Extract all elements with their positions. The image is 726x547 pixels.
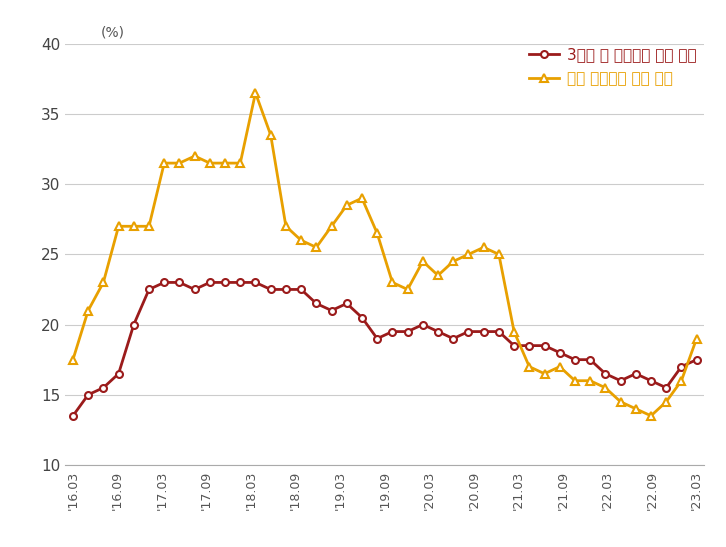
Line: 향후 주택가격 상승 기대: 향후 주택가격 상승 기대	[69, 89, 701, 420]
3개월 내 주택구매 계획 있음	[479, 328, 488, 335]
Legend: 3개월 내 주택구매 계획 있음, 향후 주택가격 상승 기대: 3개월 내 주택구매 계획 있음, 향후 주택가격 상승 기대	[529, 47, 696, 86]
3개월 내 주택구매 계획 있음	[403, 328, 412, 335]
3개월 내 주택구매 계획 있음	[358, 314, 367, 321]
향후 주택가격 상승 기대	[190, 153, 199, 159]
3개월 내 주택구매 계획 있음	[343, 300, 351, 307]
향후 주택가격 상승 기대	[266, 132, 275, 138]
3개월 내 주택구매 계획 있음	[312, 300, 321, 307]
향후 주택가격 상승 기대	[114, 223, 123, 230]
3개월 내 주택구매 계획 있음	[693, 357, 701, 363]
3개월 내 주택구매 계획 있음	[449, 335, 457, 342]
3개월 내 주택구매 계획 있음	[297, 286, 306, 293]
3개월 내 주택구매 계획 있음	[190, 286, 199, 293]
향후 주택가격 상승 기대	[343, 202, 351, 208]
Text: (%): (%)	[100, 26, 124, 39]
3개월 내 주택구매 계획 있음	[221, 279, 229, 286]
3개월 내 주택구매 계획 있음	[68, 412, 77, 419]
3개월 내 주택구매 계획 있음	[601, 370, 610, 377]
향후 주택가격 상승 기대	[418, 258, 427, 265]
향후 주택가격 상승 기대	[586, 377, 595, 384]
3개월 내 주택구매 계획 있음	[555, 350, 564, 356]
향후 주택가격 상승 기대	[433, 272, 442, 278]
향후 주택가격 상승 기대	[510, 328, 518, 335]
향후 주택가격 상승 기대	[68, 357, 77, 363]
향후 주택가격 상승 기대	[129, 223, 138, 230]
향후 주택가격 상승 기대	[525, 363, 534, 370]
향후 주택가격 상승 기대	[388, 279, 396, 286]
향후 주택가격 상승 기대	[144, 223, 153, 230]
3개월 내 주택구매 계획 있음	[540, 342, 549, 349]
향후 주택가격 상승 기대	[601, 385, 610, 391]
3개월 내 주택구매 계획 있음	[677, 363, 686, 370]
3개월 내 주택구매 계획 있음	[494, 328, 503, 335]
3개월 내 주택구매 계획 있음	[205, 279, 214, 286]
3개월 내 주택구매 계획 있음	[99, 385, 107, 391]
향후 주택가격 상승 기대	[236, 160, 245, 166]
3개월 내 주택구매 계획 있음	[160, 279, 168, 286]
향후 주택가격 상승 기대	[677, 377, 686, 384]
향후 주택가격 상승 기대	[373, 230, 382, 236]
Line: 3개월 내 주택구매 계획 있음: 3개월 내 주택구매 계획 있음	[70, 279, 700, 420]
향후 주택가격 상승 기대	[175, 160, 184, 166]
3개월 내 주택구매 계획 있음	[175, 279, 184, 286]
향후 주택가격 상승 기대	[647, 412, 656, 419]
향후 주택가격 상승 기대	[555, 363, 564, 370]
향후 주택가격 상승 기대	[297, 237, 306, 243]
향후 주택가격 상승 기대	[327, 223, 336, 230]
향후 주택가격 상승 기대	[282, 223, 290, 230]
향후 주택가격 상승 기대	[83, 307, 92, 314]
3개월 내 주택구매 계획 있음	[464, 328, 473, 335]
3개월 내 주택구매 계획 있음	[144, 286, 153, 293]
3개월 내 주택구매 계획 있음	[236, 279, 245, 286]
향후 주택가격 상승 기대	[449, 258, 457, 265]
3개월 내 주택구매 계획 있음	[327, 307, 336, 314]
향후 주택가격 상승 기대	[632, 405, 640, 412]
3개월 내 주택구매 계획 있음	[647, 377, 656, 384]
3개월 내 주택구매 계획 있음	[632, 370, 640, 377]
3개월 내 주택구매 계획 있음	[388, 328, 396, 335]
3개월 내 주택구매 계획 있음	[251, 279, 260, 286]
향후 주택가격 상승 기대	[479, 244, 488, 251]
향후 주택가격 상승 기대	[99, 279, 107, 286]
3개월 내 주택구매 계획 있음	[418, 321, 427, 328]
3개월 내 주택구매 계획 있음	[662, 385, 671, 391]
향후 주택가격 상승 기대	[540, 370, 549, 377]
향후 주택가격 상승 기대	[358, 195, 367, 201]
향후 주택가격 상승 기대	[160, 160, 168, 166]
3개월 내 주택구매 계획 있음	[266, 286, 275, 293]
향후 주택가격 상승 기대	[693, 335, 701, 342]
향후 주택가격 상승 기대	[251, 90, 260, 96]
향후 주택가격 상승 기대	[221, 160, 229, 166]
향후 주택가격 상승 기대	[616, 398, 625, 405]
향후 주택가격 상승 기대	[403, 286, 412, 293]
3개월 내 주택구매 계획 있음	[83, 392, 92, 398]
3개월 내 주택구매 계획 있음	[129, 321, 138, 328]
3개월 내 주택구매 계획 있음	[114, 370, 123, 377]
향후 주택가격 상승 기대	[662, 398, 671, 405]
향후 주택가격 상승 기대	[205, 160, 214, 166]
향후 주택가격 상승 기대	[464, 251, 473, 258]
3개월 내 주택구매 계획 있음	[433, 328, 442, 335]
3개월 내 주택구매 계획 있음	[571, 357, 579, 363]
3개월 내 주택구매 계획 있음	[510, 342, 518, 349]
향후 주택가격 상승 기대	[494, 251, 503, 258]
향후 주택가격 상승 기대	[571, 377, 579, 384]
3개월 내 주택구매 계획 있음	[282, 286, 290, 293]
3개월 내 주택구매 계획 있음	[525, 342, 534, 349]
3개월 내 주택구매 계획 있음	[373, 335, 382, 342]
3개월 내 주택구매 계획 있음	[616, 377, 625, 384]
3개월 내 주택구매 계획 있음	[586, 357, 595, 363]
향후 주택가격 상승 기대	[312, 244, 321, 251]
